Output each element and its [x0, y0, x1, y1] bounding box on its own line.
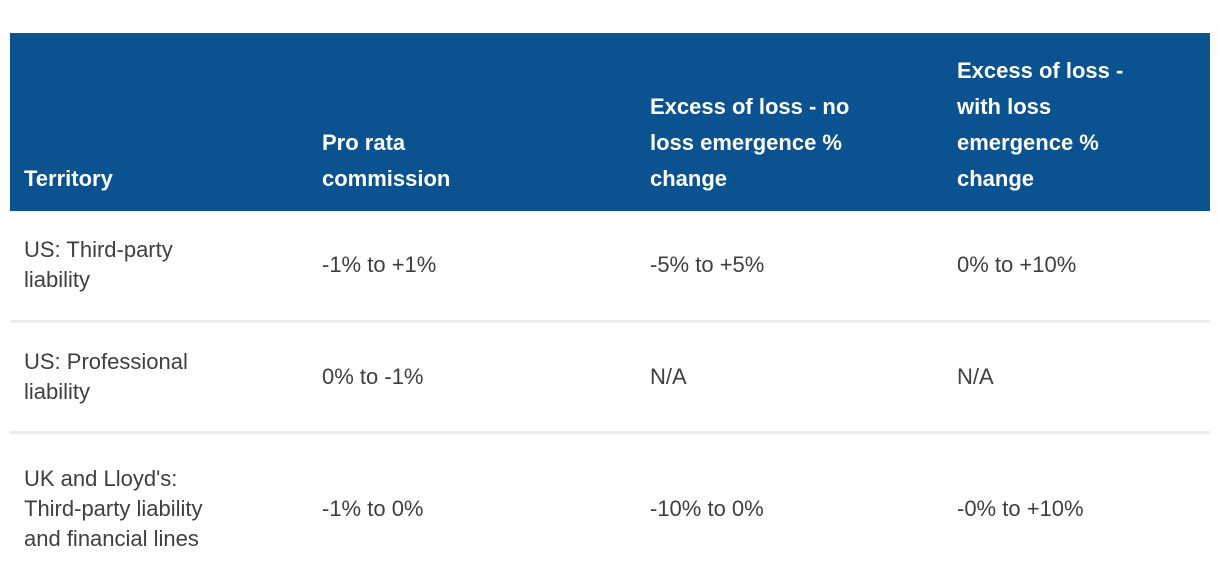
cell-xol-with-loss-emergence: N/A: [943, 321, 1210, 434]
table-row-us-third-party: US: Third-party liability -1% to +1% -5%…: [10, 211, 1210, 323]
table-row-uk-lloyds: UK and Lloyd's: Third-party liability an…: [10, 432, 1210, 578]
cell-pro-rata-commission: 0% to -1%: [308, 321, 636, 434]
cell-xol-with-loss-emergence: -0% to +10%: [943, 432, 1210, 578]
cell-territory: US: Professional liability: [10, 321, 308, 434]
cell-xol-with-loss-emergence: 0% to +10%: [943, 211, 1210, 323]
cell-territory: US: Third-party liability: [10, 211, 308, 323]
table-header-row: Territory Pro rata commission Excess of …: [10, 33, 1210, 211]
cell-xol-no-loss-emergence: -5% to +5%: [636, 211, 943, 323]
header-cell-territory: Territory: [10, 33, 308, 211]
header-cell-pro-rata-commission: Pro rata commission: [308, 33, 636, 211]
cell-xol-no-loss-emergence: N/A: [636, 321, 943, 434]
table-row-us-professional: US: Professional liability 0% to -1% N/A…: [10, 321, 1210, 434]
cell-pro-rata-commission: -1% to 0%: [308, 432, 636, 578]
cell-territory: UK and Lloyd's: Third-party liability an…: [10, 432, 308, 578]
rates-table: Territory Pro rata commission Excess of …: [10, 33, 1210, 578]
cell-pro-rata-commission: -1% to +1%: [308, 211, 636, 323]
cell-xol-no-loss-emergence: -10% to 0%: [636, 432, 943, 578]
header-cell-xol-with-loss-emergence: Excess of loss - with loss emergence % c…: [943, 33, 1210, 211]
header-cell-xol-no-loss-emergence: Excess of loss - no loss emergence % cha…: [636, 33, 943, 211]
